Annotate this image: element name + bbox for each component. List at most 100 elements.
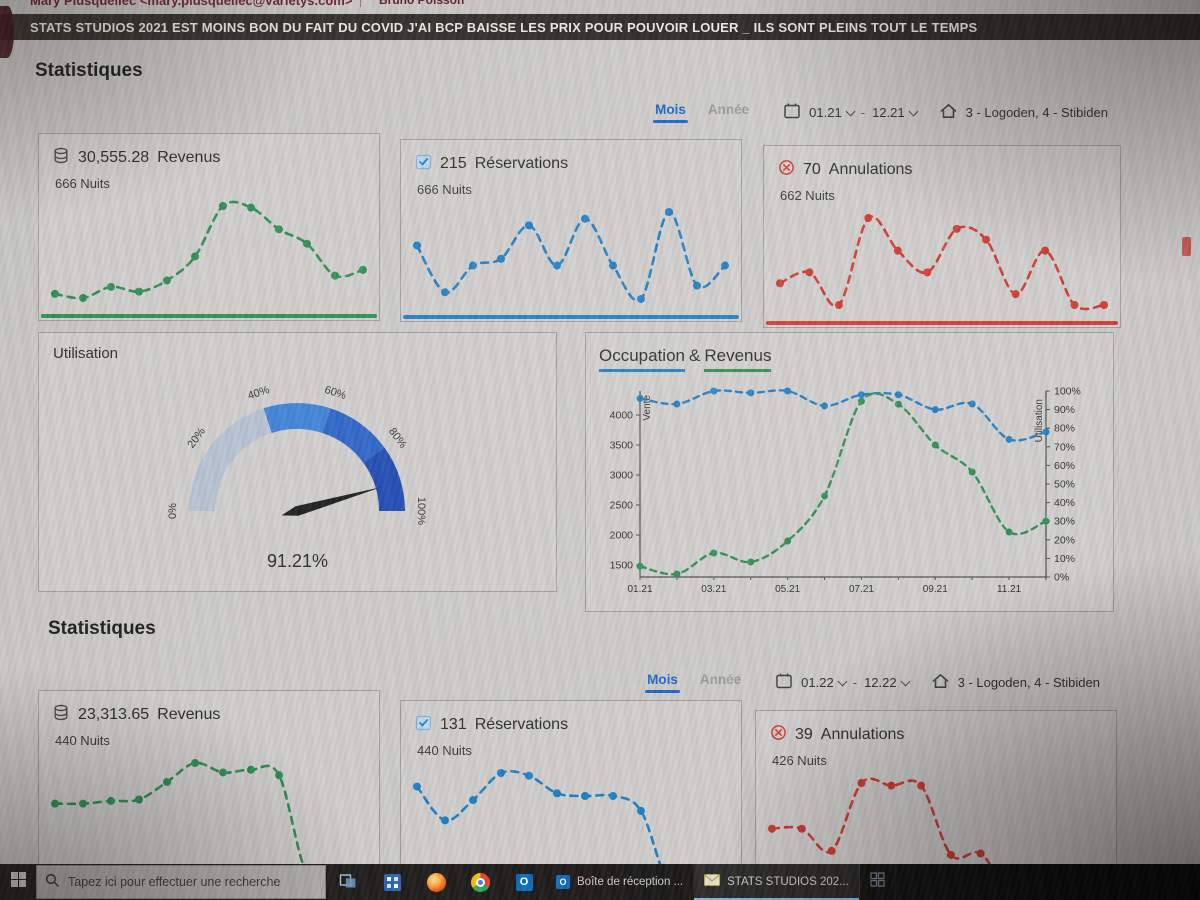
card-label: Annulations <box>828 161 913 178</box>
date-to-select-2022[interactable]: 12.22 <box>864 675 911 690</box>
svg-text:90%: 90% <box>1054 404 1075 416</box>
title-occupation: Occupation <box>599 346 685 372</box>
chrome-button[interactable] <box>458 864 502 900</box>
office-app-button[interactable] <box>370 864 414 900</box>
date-from-select-2021[interactable]: 01.21 <box>809 105 856 120</box>
envelope-icon <box>704 873 721 891</box>
svg-text:3000: 3000 <box>610 470 634 482</box>
app-tile-icon <box>383 873 401 891</box>
card-annulations-2022: 39 Annulations 426 Nuits <box>755 710 1117 864</box>
sparkline-reservations-2021 <box>407 198 735 309</box>
search-icon <box>45 873 59 892</box>
cancel-icon <box>778 159 795 181</box>
calendar-icon <box>783 102 801 123</box>
start-button[interactable] <box>0 864 36 900</box>
taskbar-search[interactable] <box>36 865 326 899</box>
date-separator: - <box>860 105 866 120</box>
photo-artifact-smudge <box>0 6 14 58</box>
card-accent-bar <box>41 314 377 318</box>
card-value: 215 <box>440 155 467 172</box>
controls-2022: Mois Année 01.22 - 12.22 3 - Logoden, 4 … <box>645 672 1100 693</box>
svg-text:70%: 70% <box>1054 441 1075 453</box>
tab-mois-2021[interactable]: Mois <box>653 102 688 123</box>
card-nights: 440 Nuits <box>55 733 110 748</box>
controls-2021: Mois Année 01.21 - 12.21 3 - Logoden, 4 … <box>653 102 1108 123</box>
date-from-value: 01.21 <box>809 105 842 120</box>
window-title: Boîte de réception ... <box>577 876 684 888</box>
svg-text:20%: 20% <box>1054 534 1075 546</box>
property-selector-2021[interactable]: 3 - Logoden, 4 - Stibiden <box>965 105 1108 120</box>
card-reservations-2022: 131 Réservations 440 Nuits <box>400 700 742 864</box>
section-title-2021: Statistiques <box>35 60 143 81</box>
grid-icon <box>870 872 885 892</box>
tab-annee-2022[interactable]: Année <box>699 672 742 687</box>
utilisation-title: Utilisation <box>53 345 119 362</box>
task-view-icon <box>339 871 357 894</box>
card-reservations-2021: 215 Réservations 666 Nuits <box>400 139 742 322</box>
dashboard: Statistiques Mois Année 01.21 - 12.21 3 … <box>0 40 1200 864</box>
card-nights: 662 Nuits <box>780 188 835 203</box>
card-label: Réservations <box>474 716 569 733</box>
svg-text:60%: 60% <box>323 384 348 402</box>
svg-text:0%: 0% <box>1054 572 1069 584</box>
svg-text:2000: 2000 <box>610 530 634 542</box>
card-label: Réservations <box>474 155 569 172</box>
windows-logo-icon <box>10 872 26 892</box>
date-to-value: 12.22 <box>864 675 897 690</box>
svg-text:3500: 3500 <box>610 440 634 452</box>
property-selector-2022[interactable]: 3 - Logoden, 4 - Stibiden <box>957 675 1100 690</box>
taskbar: O O Boîte de réception ... STATS STUDIOS… <box>0 864 1200 900</box>
card-label: Revenus <box>157 706 221 723</box>
card-nights: 666 Nuits <box>417 182 472 197</box>
date-to-select-2021[interactable]: 12.21 <box>872 105 919 120</box>
outlook-button[interactable]: O <box>502 864 546 900</box>
window-title: STATS STUDIOS 202... <box>727 876 849 888</box>
card-revenus-2022: 23,313.65 Revenus 440 Nuits <box>38 690 380 864</box>
sparkline-revenus-2021 <box>45 192 373 308</box>
email-window-button[interactable]: STATS STUDIOS 202... <box>694 864 860 900</box>
svg-text:100%: 100% <box>415 497 427 525</box>
sparkline-annulations-2021 <box>770 204 1114 315</box>
svg-text:4000: 4000 <box>610 410 634 422</box>
cancel-icon <box>770 724 787 746</box>
section-title-2022: Statistiques <box>48 618 156 639</box>
svg-text:07.21: 07.21 <box>849 584 874 595</box>
card-nights: 426 Nuits <box>772 753 827 768</box>
svg-text:20%: 20% <box>185 426 208 451</box>
svg-text:50%: 50% <box>1054 479 1075 491</box>
home-icon <box>939 102 958 123</box>
outlook-inbox-window-button[interactable]: O Boîte de réception ... <box>546 864 695 900</box>
occupation-revenus-chart: 1500 2000 2500 3000 3500 4000 0% 10% 20% 30% 40% 50… <box>594 379 1104 603</box>
email-recipient: Bruno Poisson <box>360 0 464 7</box>
svg-text:09.21: 09.21 <box>923 584 948 595</box>
search-input[interactable] <box>66 874 317 890</box>
utilisation-value: 91.21% <box>266 551 329 571</box>
card-value: 30,555.28 <box>78 149 150 166</box>
card-value: 70 <box>803 161 821 178</box>
tab-annee-2021[interactable]: Année <box>707 102 750 117</box>
app-window-button[interactable] <box>860 864 896 900</box>
email-subject: STATS STUDIOS 2021 EST MOINS BON DU FAIT… <box>30 19 978 35</box>
card-nights: 666 Nuits <box>55 176 110 191</box>
title-ampersand: & <box>689 346 701 365</box>
email-subject-bar: STATS STUDIOS 2021 EST MOINS BON DU FAIT… <box>0 14 1200 40</box>
chrome-icon <box>470 872 490 892</box>
coins-icon <box>53 704 70 726</box>
svg-text:11.21: 11.21 <box>997 584 1022 595</box>
firefox-icon <box>426 872 446 892</box>
svg-text:80%: 80% <box>386 426 409 451</box>
title-revenus: Revenus <box>704 346 772 372</box>
svg-text:80%: 80% <box>1054 423 1075 435</box>
svg-text:0%: 0% <box>167 503 179 519</box>
date-separator: - <box>852 675 858 690</box>
tab-mois-2022[interactable]: Mois <box>645 672 680 693</box>
card-value: 23,313.65 <box>78 706 150 723</box>
calendar-icon <box>775 672 793 693</box>
card-revenus-2021: 30,555.28 Revenus 666 Nuits <box>38 133 380 321</box>
panel-occupation-revenus: Occupation & Revenus 1500 2000 2500 3000 3500 4… <box>585 332 1114 612</box>
outlook-icon: O <box>515 873 533 891</box>
scroll-unread-marker <box>1182 237 1191 256</box>
task-view-button[interactable] <box>326 864 370 900</box>
firefox-button[interactable] <box>414 864 458 900</box>
date-from-select-2022[interactable]: 01.22 <box>801 675 848 690</box>
